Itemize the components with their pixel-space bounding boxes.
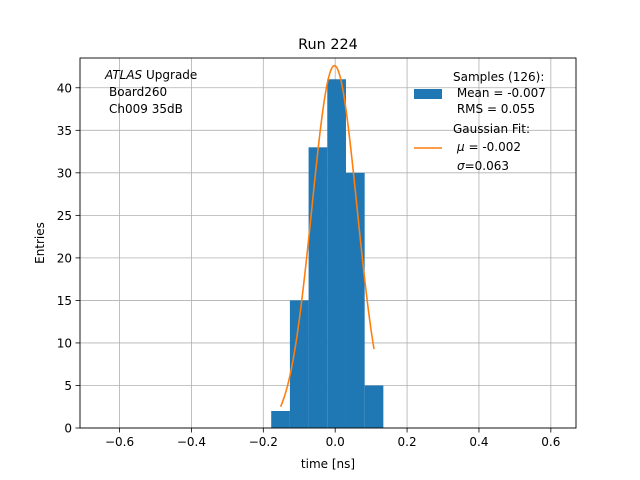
legend-hist-line-2: Mean = -0.007 <box>453 86 546 100</box>
plot-area: −0.6 −0.4 −0.2 0.0 0.2 0.4 0.6 0 5 10 15 20 25 30 35 4… <box>57 57 577 449</box>
y-tick-label: 20 <box>57 251 72 265</box>
y-tick-label: 0 <box>64 422 72 436</box>
x-tick-label: −0.6 <box>105 435 134 449</box>
x-tick-label: −0.4 <box>177 435 206 449</box>
legend-hist-line-1: Samples (126): <box>453 70 544 84</box>
y-axis-label: Entries <box>33 222 47 264</box>
y-tick-label: 5 <box>64 379 72 393</box>
legend: Samples (126): Mean = -0.007 RMS = 0.055… <box>414 70 546 173</box>
x-tick-label: 0.2 <box>398 435 417 449</box>
y-tick-label: 40 <box>57 81 72 95</box>
legend-hist-line-3: RMS = 0.055 <box>453 102 535 116</box>
annotation-line-1: ATLAS Upgrade <box>104 68 197 82</box>
x-axis-ticks: −0.6 −0.4 −0.2 0.0 0.2 0.4 0.6 <box>105 428 560 449</box>
legend-sigma-symbol: σ <box>457 159 465 173</box>
y-tick-label: 10 <box>57 336 72 350</box>
y-tick-label: 15 <box>57 294 72 308</box>
histogram-bar <box>308 147 328 428</box>
histogram-bar <box>364 385 384 428</box>
chart-title: Run 224 <box>298 37 358 53</box>
histogram-bar <box>345 172 365 428</box>
annotation-line-2: Board260 <box>109 85 167 99</box>
y-tick-label: 25 <box>57 209 72 223</box>
annotation-line-3: Ch009 35dB <box>109 102 183 116</box>
histogram-bar <box>289 300 309 428</box>
y-tick-label: 35 <box>57 124 72 138</box>
legend-histogram-patch <box>414 89 442 99</box>
x-tick-label: 0.0 <box>326 435 345 449</box>
x-tick-label: −0.2 <box>249 435 278 449</box>
legend-fit-title: Gaussian Fit: <box>453 122 530 136</box>
gaussian-fit-curve <box>279 64 375 408</box>
x-tick-label: 0.6 <box>541 435 560 449</box>
histogram-bar <box>327 79 346 428</box>
annotation: ATLAS Upgrade Board260 Ch009 35dB <box>104 68 197 116</box>
legend-mu-value: = -0.002 <box>465 140 521 154</box>
y-tick-label: 30 <box>57 166 72 180</box>
annotation-experiment-suffix: Upgrade <box>142 68 197 82</box>
annotation-experiment: ATLAS <box>104 68 143 82</box>
x-axis-label: time [ns] <box>301 457 355 471</box>
legend-sigma-value: =0.063 <box>465 159 509 173</box>
histogram-bar <box>271 410 290 428</box>
plot-frame <box>79 57 577 429</box>
y-axis-ticks: 0 5 10 15 20 25 30 35 40 <box>57 81 80 436</box>
legend-fit-mu: μ = -0.002 <box>456 140 521 154</box>
legend-mu-symbol: μ <box>456 140 465 154</box>
legend-fit-sigma: σ=0.063 <box>457 159 509 173</box>
x-tick-label: 0.4 <box>469 435 488 449</box>
